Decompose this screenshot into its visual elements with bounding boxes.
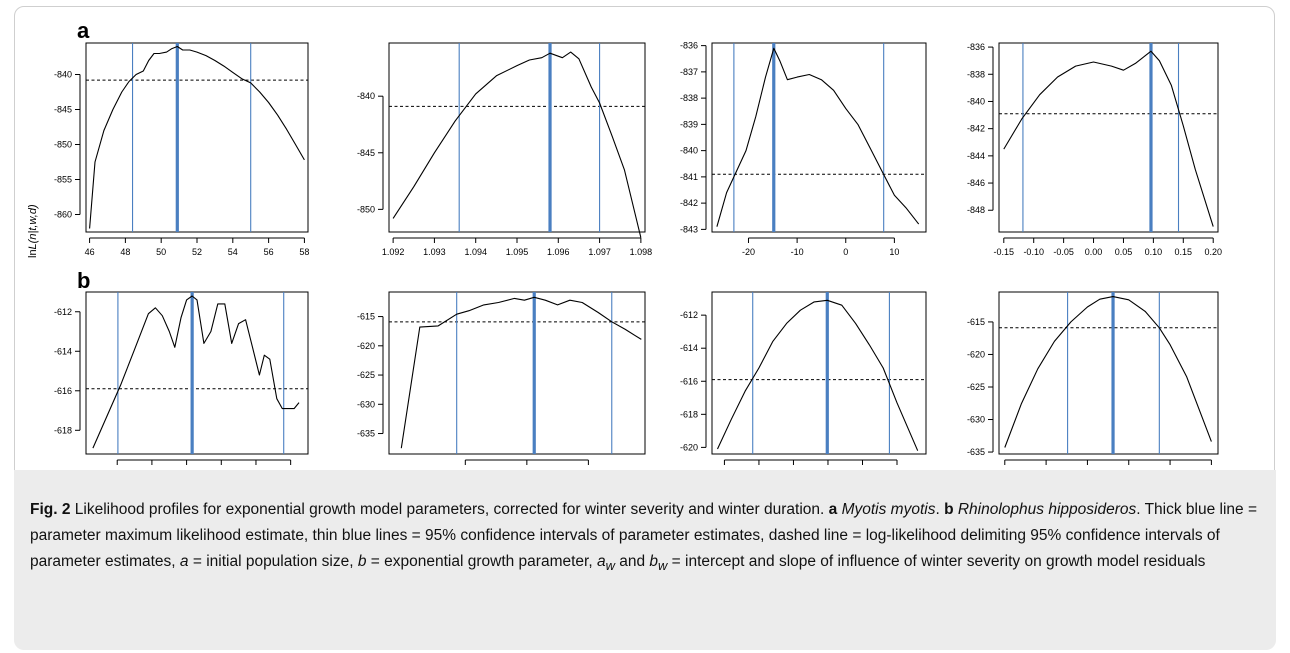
chart-2-profile-line	[392, 51, 642, 238]
chart-4-x-tick-label: 0.20	[1204, 247, 1222, 257]
chart-3-x-tick-label: -20	[742, 247, 755, 257]
chart-3-y-tick-label: -840	[680, 146, 698, 156]
chart-6-y-tick-label: -625	[357, 370, 375, 380]
chart-8-y-tick-label: -620	[967, 349, 985, 359]
chart-3-x-tick-label: 0	[843, 247, 848, 257]
chart-4-y-tick-label: -836	[967, 42, 985, 52]
chart-3-x-tick-label: -10	[791, 247, 804, 257]
chart-1-x-tick-label: 50	[156, 247, 166, 257]
chart-6-plot-frame	[388, 291, 646, 455]
chart-4-x-tick-label: -0.15	[994, 247, 1015, 257]
chart-7-y-tick-label: -614	[680, 343, 698, 353]
chart-1-profile-line	[89, 45, 305, 229]
chart-3-profile-line	[716, 47, 920, 227]
chart-5-y-tick-label: -612	[54, 307, 72, 317]
chart-2-x-tick-label: 1.098	[630, 247, 653, 257]
chart-2-y-tick-label: -845	[357, 148, 375, 158]
chart-3-y-tick-label: -836	[680, 41, 698, 51]
panel-label-a: a	[77, 18, 90, 43]
caption-background	[14, 470, 1276, 650]
chart-3-y-tick-label: -842	[680, 198, 698, 208]
caption-fig-label: Fig. 2	[30, 501, 71, 518]
chart-3-y-tick-label: -841	[680, 172, 698, 182]
chart-1-x-tick-label: 54	[228, 247, 238, 257]
chart-5-y-tick-label: -614	[54, 346, 72, 356]
chart-3-y-tick-label: -838	[680, 93, 698, 103]
chart-2-x-tick-label: 1.097	[588, 247, 611, 257]
chart-1-x-tick-label: 58	[299, 247, 309, 257]
chart-1-plot-frame	[85, 42, 309, 233]
chart-1-x-tick-label: 56	[264, 247, 274, 257]
chart-4-y-tick-label: -840	[967, 96, 985, 106]
chart-4-x-tick-label: 0.15	[1175, 247, 1193, 257]
chart-5-y-tick-label: -618	[54, 425, 72, 435]
chart-6-y-tick-label: -635	[357, 429, 375, 439]
chart-4-x-tick-label: -0.10	[1023, 247, 1044, 257]
chart-4-x-tick-label: -0.05	[1053, 247, 1074, 257]
chart-1-y-tick-label: -855	[54, 175, 72, 185]
chart-2-plot-frame	[388, 42, 646, 233]
figure-caption: Fig. 2 Likelihood profiles for exponenti…	[30, 501, 1258, 574]
chart-1-x-tick-label: 48	[120, 247, 130, 257]
chart-2-y-tick-label: -840	[357, 91, 375, 101]
chart-7-y-tick-label: -612	[680, 310, 698, 320]
chart-4-y-tick-label: -842	[967, 124, 985, 134]
chart-8-y-tick-label: -630	[967, 415, 985, 425]
chart-7-y-tick-label: -618	[680, 409, 698, 419]
chart-1-y-tick-label: -845	[54, 105, 72, 115]
chart-2-x-tick-label: 1.092	[382, 247, 405, 257]
chart-1-y-tick-label: -860	[54, 210, 72, 220]
chart-4-x-tick-label: 0.10	[1145, 247, 1163, 257]
chart-8-y-tick-label: -625	[967, 382, 985, 392]
chart-6-y-tick-label: -630	[357, 399, 375, 409]
chart-4-x-tick-label: 0.05	[1115, 247, 1133, 257]
chart-7-plot-frame	[711, 291, 927, 455]
chart-6-y-tick-label: -615	[357, 312, 375, 322]
chart-7-y-tick-label: -620	[680, 442, 698, 452]
chart-4-y-tick-label: -848	[967, 205, 985, 215]
chart-3-y-tick-label: -837	[680, 67, 698, 77]
chart-4-y-tick-label: -846	[967, 178, 985, 188]
chart-2-x-tick-label: 1.095	[506, 247, 529, 257]
chart-2-x-tick-label: 1.096	[547, 247, 570, 257]
chart-4-x-tick-label: 0.00	[1085, 247, 1103, 257]
y-axis-label: lnL(n|t,w,d)	[27, 204, 39, 258]
chart-1-y-tick-label: -850	[54, 140, 72, 150]
chart-5-plot-frame	[85, 291, 309, 455]
chart-4-y-tick-label: -844	[967, 151, 985, 161]
chart-3-plot-frame	[711, 42, 927, 233]
chart-3-y-tick-label: -843	[680, 224, 698, 234]
chart-6-y-tick-label: -620	[357, 341, 375, 351]
chart-2-x-tick-label: 1.093	[423, 247, 446, 257]
chart-8-y-tick-label: -635	[967, 447, 985, 457]
chart-5-profile-line	[92, 295, 300, 449]
chart-7-y-tick-label: -616	[680, 376, 698, 386]
chart-3-x-tick-label: 10	[889, 247, 899, 257]
panel-label-b: b	[77, 268, 91, 293]
chart-4-plot-frame	[998, 42, 1219, 233]
chart-8-profile-line	[1004, 296, 1212, 448]
chart-1-y-tick-label: -840	[54, 70, 72, 80]
chart-1-x-tick-label: 46	[85, 247, 95, 257]
chart-5-y-tick-label: -616	[54, 386, 72, 396]
chart-2-y-tick-label: -850	[357, 204, 375, 214]
chart-4-profile-line	[1003, 50, 1214, 227]
chart-7-profile-line	[717, 299, 919, 451]
chart-8-plot-frame	[998, 291, 1219, 455]
chart-6-profile-line	[400, 296, 642, 449]
chart-3-y-tick-label: -839	[680, 119, 698, 129]
chart-2-x-tick-label: 1.094	[464, 247, 487, 257]
chart-8-y-tick-label: -615	[967, 317, 985, 327]
chart-4-y-tick-label: -838	[967, 69, 985, 79]
chart-1-x-tick-label: 52	[192, 247, 202, 257]
